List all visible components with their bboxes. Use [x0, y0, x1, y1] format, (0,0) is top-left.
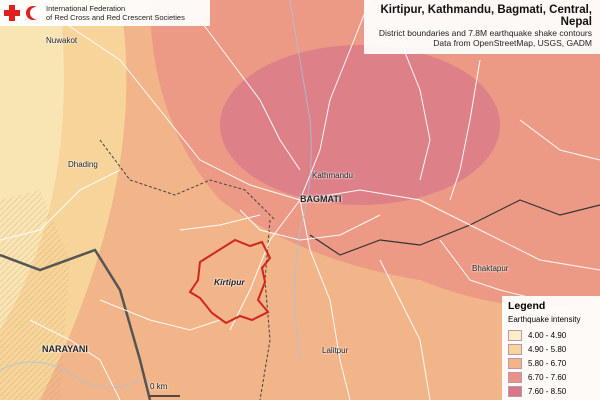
place-label-kathmandu: Kathmandu [312, 171, 353, 180]
organization-name-line-1: International Federation [46, 4, 126, 13]
place-label-nuwakot: Nuwakot [46, 36, 78, 45]
map-subtitle-line-1: District boundaries and 7.8M earthquake … [378, 28, 592, 38]
legend-swatch [508, 357, 522, 369]
scale-bar-label: 0 km [150, 382, 168, 391]
legend-swatch [508, 343, 522, 355]
red-crescent-icon [26, 6, 42, 20]
intensity-band-7-6 [220, 45, 500, 205]
district-boundary-west [0, 248, 152, 400]
legend-item-label: 5.80 - 6.70 [528, 358, 567, 368]
legend-item: 7.60 - 8.50 [508, 384, 594, 398]
organization-name: International Federation of Red Cross an… [46, 4, 185, 22]
organization-logo-panel: International Federation of Red Cross an… [0, 0, 210, 26]
terrain-hatch [0, 190, 70, 400]
legend-item: 6.70 - 7.60 [508, 370, 594, 384]
legend-swatch [508, 329, 522, 341]
map-subtitle-line-2: Data from OpenStreetMap, USGS, GADM [433, 38, 592, 48]
district-boundary-north [99, 139, 276, 221]
title-panel: Kirtipur, Kathmandu, Bagmati, Central, N… [364, 0, 600, 54]
legend-item-label: 6.70 - 7.60 [528, 372, 567, 382]
legend-panel: Legend Earthquake intensity 4.00 - 4.90 … [502, 296, 600, 400]
legend-swatch [508, 385, 522, 397]
river-network [0, 0, 312, 388]
place-label-bagmati: BAGMATI [300, 194, 342, 204]
organization-name-line-2: of Red Cross and Red Crescent Societies [46, 13, 185, 22]
red-cross-icon [4, 5, 20, 21]
district-boundary-east [309, 199, 600, 256]
place-label-lalitpur: Lalitpur [322, 346, 349, 355]
legend-title: Legend [508, 300, 546, 312]
legend-item-label: 4.90 - 5.80 [528, 344, 567, 354]
kirtipur-boundary [188, 238, 272, 325]
legend-item: 5.80 - 6.70 [508, 356, 594, 370]
legend-item-label: 4.00 - 4.90 [528, 330, 567, 340]
place-label-kirtipur: Kirtipur [214, 277, 245, 287]
legend-item-label: 7.60 - 8.50 [528, 386, 567, 396]
place-label-bhaktapur: Bhaktapur [472, 264, 509, 273]
legend-swatch [508, 371, 522, 383]
legend-item: 4.90 - 5.80 [508, 342, 594, 356]
legend-item: 4.00 - 4.90 [508, 328, 594, 342]
map-title: Kirtipur, Kathmandu, Bagmati, Central, N… [380, 4, 593, 28]
place-label-dhading: Dhading [68, 160, 98, 169]
place-label-narayani: NARAYANI [42, 344, 88, 354]
legend-subtitle: Earthquake intensity [508, 315, 581, 324]
